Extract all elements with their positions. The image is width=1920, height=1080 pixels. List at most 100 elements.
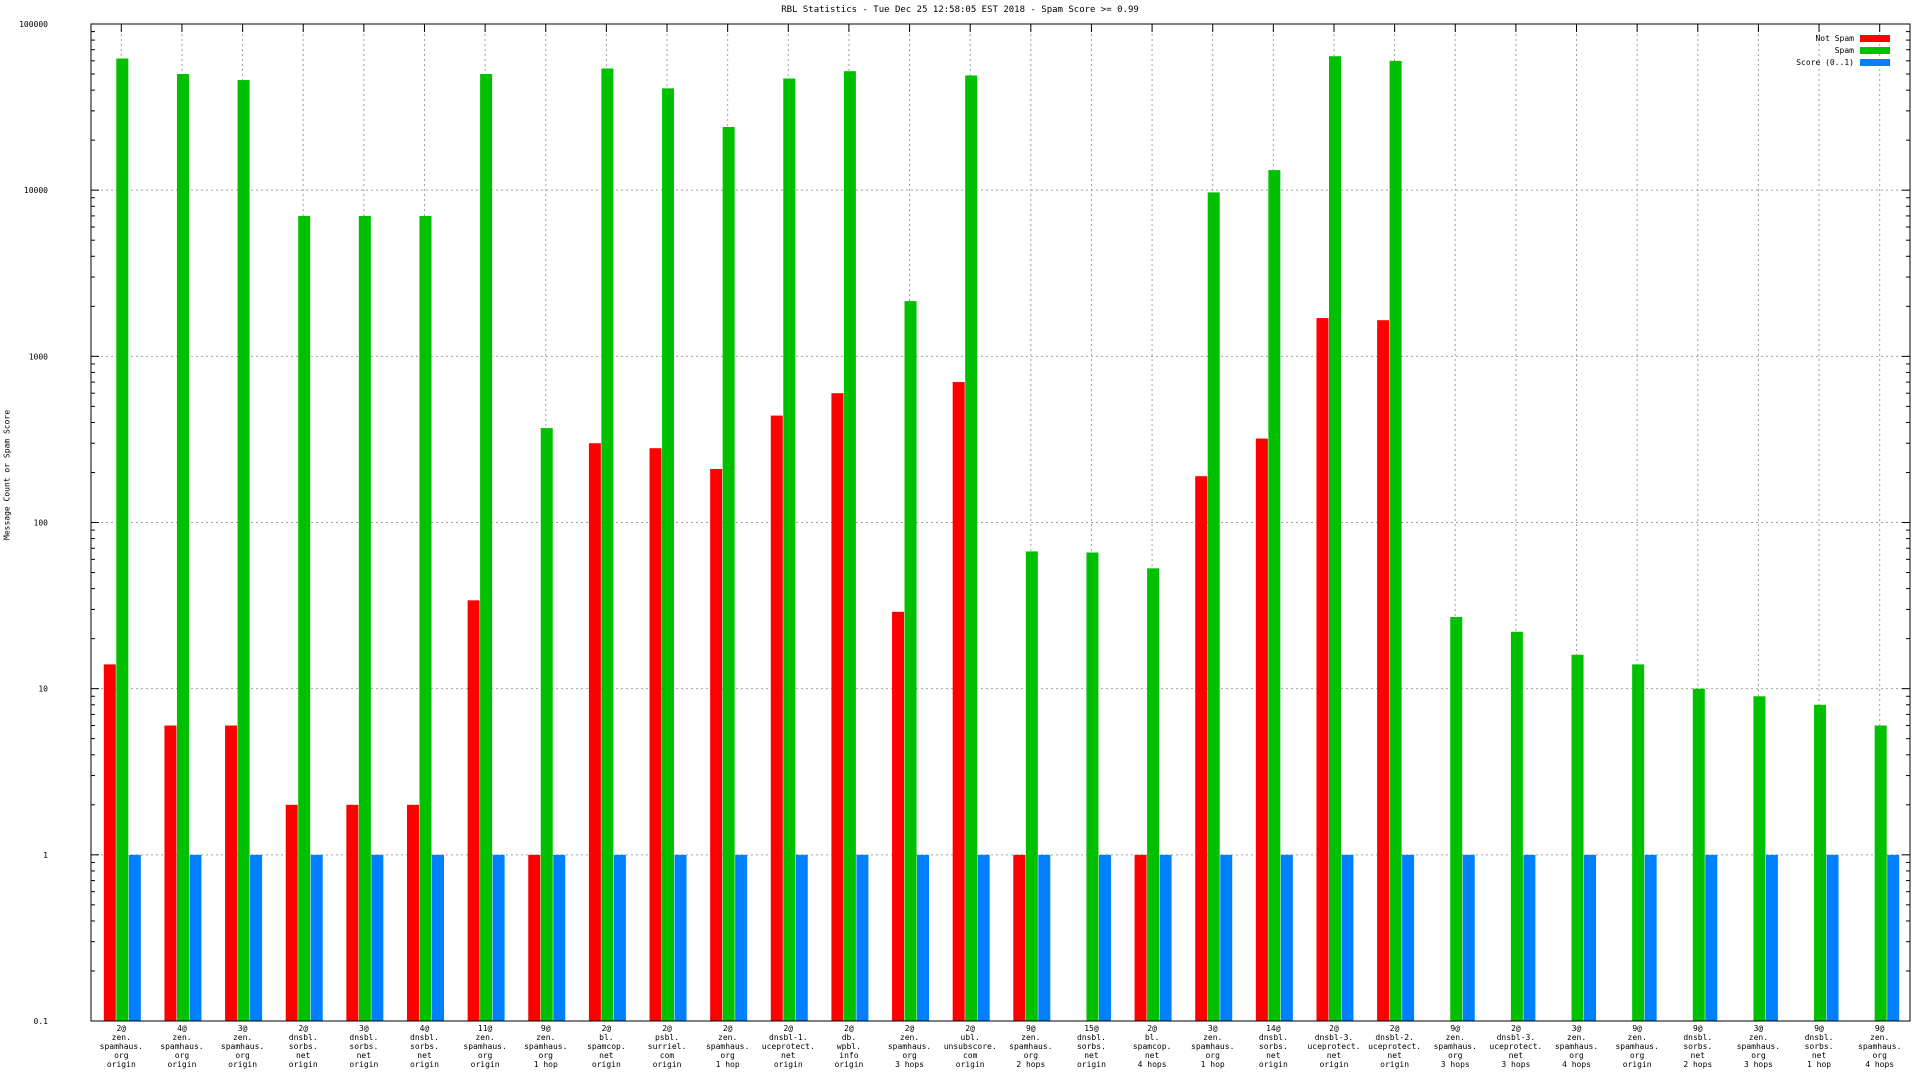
x-tick-label: origin bbox=[228, 1060, 257, 1069]
bar-not-spam bbox=[1013, 854, 1026, 1021]
bar-spam bbox=[1328, 56, 1341, 1022]
x-tick-label: net bbox=[296, 1051, 311, 1060]
x-tick-label: 2@ bbox=[298, 1024, 308, 1033]
x-tick-label: uceprotect. bbox=[1368, 1042, 1421, 1051]
x-tick-label: 2@ bbox=[965, 1024, 975, 1033]
bar-score-0-1 bbox=[128, 854, 141, 1021]
x-tick-label: origin bbox=[653, 1060, 682, 1069]
bar-score-0-1 bbox=[917, 854, 930, 1021]
bar-spam bbox=[176, 74, 189, 1022]
x-tick-label: sorbs. bbox=[1259, 1042, 1288, 1051]
x-tick-label: spamhaus. bbox=[100, 1042, 143, 1051]
bar-score-0-1 bbox=[1584, 854, 1597, 1021]
x-tick-label: uceprotect. bbox=[1307, 1042, 1360, 1051]
y-tick-label: 10 bbox=[38, 685, 48, 694]
bar-spam bbox=[1814, 704, 1827, 1021]
x-tick-label: zen. bbox=[233, 1033, 252, 1042]
x-tick-label: 2@ bbox=[1511, 1024, 1521, 1033]
x-tick-label: 9@ bbox=[1875, 1024, 1885, 1033]
x-tick-label: org bbox=[539, 1051, 554, 1060]
bar-score-0-1 bbox=[1280, 854, 1293, 1021]
x-tick-label: net bbox=[417, 1051, 432, 1060]
x-tick-label: net bbox=[1266, 1051, 1281, 1060]
bar-score-0-1 bbox=[977, 854, 990, 1021]
x-tick-label: dnsbl. bbox=[349, 1033, 378, 1042]
x-tick-label: 1 hop bbox=[534, 1060, 558, 1069]
x-tick-label: psbl. bbox=[655, 1033, 679, 1042]
chart-title: RBL Statistics - Tue Dec 25 12:58:05 EST… bbox=[781, 5, 1139, 15]
x-tick-label: spamhaus. bbox=[1858, 1042, 1901, 1051]
bar-spam bbox=[1450, 616, 1463, 1021]
x-tick-label: dnsbl. bbox=[1805, 1033, 1834, 1042]
bar-score-0-1 bbox=[613, 854, 626, 1021]
bar-spam bbox=[1874, 725, 1887, 1021]
x-tick-label: com bbox=[963, 1051, 978, 1060]
bar-not-spam bbox=[1195, 476, 1208, 1022]
bar-not-spam bbox=[467, 600, 480, 1021]
x-tick-label: uceprotect. bbox=[762, 1042, 815, 1051]
x-tick-label: bl. bbox=[1145, 1033, 1159, 1042]
x-tick-label: uceprotect. bbox=[1489, 1042, 1542, 1051]
bar-spam bbox=[540, 428, 553, 1021]
x-tick-label: org bbox=[114, 1051, 129, 1060]
x-tick-label: zen. bbox=[718, 1033, 737, 1042]
x-tick-label: origin bbox=[834, 1060, 863, 1069]
y-tick-label: 100 bbox=[34, 519, 49, 528]
x-tick-label: 4@ bbox=[177, 1024, 187, 1033]
bar-score-0-1 bbox=[250, 854, 263, 1021]
bar-score-0-1 bbox=[795, 854, 808, 1021]
x-tick-label: dnsbl. bbox=[1683, 1033, 1712, 1042]
bar-score-0-1 bbox=[735, 854, 748, 1021]
x-tick-label: net bbox=[1145, 1051, 1160, 1060]
x-tick-label: sorbs. bbox=[1683, 1042, 1712, 1051]
x-tick-label: 9@ bbox=[1814, 1024, 1824, 1033]
x-tick-label: 2@ bbox=[116, 1024, 126, 1033]
x-tick-label: dnsbl-3. bbox=[1497, 1033, 1536, 1042]
x-tick-label: dnsbl. bbox=[289, 1033, 318, 1042]
x-tick-label: 11@ bbox=[478, 1024, 493, 1033]
x-tick-label: zen. bbox=[1749, 1033, 1768, 1042]
x-tick-label: 9@ bbox=[1026, 1024, 1036, 1033]
bar-not-spam bbox=[346, 804, 359, 1021]
bar-score-0-1 bbox=[1402, 854, 1415, 1021]
bar-not-spam bbox=[406, 804, 419, 1021]
x-tick-label: zen. bbox=[112, 1033, 131, 1042]
bar-score-0-1 bbox=[310, 854, 323, 1021]
x-tick-label: spamhaus. bbox=[463, 1042, 506, 1051]
bar-spam bbox=[1389, 60, 1402, 1021]
x-tick-label: 14@ bbox=[1266, 1024, 1281, 1033]
bar-score-0-1 bbox=[189, 854, 202, 1021]
bar-spam bbox=[1147, 568, 1160, 1021]
x-tick-label: spamcop. bbox=[587, 1042, 626, 1051]
x-tick-label: zen. bbox=[536, 1033, 555, 1042]
x-tick-label: dnsbl-3. bbox=[1315, 1033, 1354, 1042]
x-tick-label: spamhaus. bbox=[1434, 1042, 1477, 1051]
y-tick-label: 100000 bbox=[19, 20, 48, 29]
x-tick-label: org bbox=[1569, 1051, 1584, 1060]
x-tick-label: zen. bbox=[1021, 1033, 1040, 1042]
bar-score-0-1 bbox=[1341, 854, 1354, 1021]
x-tick-label: 4 hops bbox=[1138, 1060, 1167, 1069]
x-tick-label: info bbox=[839, 1051, 858, 1060]
bar-spam bbox=[1753, 696, 1766, 1021]
bar-spam bbox=[480, 74, 493, 1022]
bar-spam bbox=[1025, 551, 1038, 1021]
x-tick-label: org bbox=[235, 1051, 250, 1060]
x-tick-label: 3 hops bbox=[1744, 1060, 1773, 1069]
x-tick-label: origin bbox=[1259, 1060, 1288, 1069]
x-tick-label: zen. bbox=[172, 1033, 191, 1042]
legend-swatch bbox=[1860, 35, 1890, 42]
x-tick-label: 2@ bbox=[844, 1024, 854, 1033]
y-tick-label: 1000 bbox=[29, 352, 48, 361]
x-tick-label: spamcop. bbox=[1133, 1042, 1172, 1051]
x-tick-label: 4 hops bbox=[1562, 1060, 1591, 1069]
bar-spam bbox=[783, 78, 796, 1022]
x-tick-label: org bbox=[902, 1051, 917, 1060]
x-tick-label: origin bbox=[1320, 1060, 1349, 1069]
bar-spam bbox=[843, 71, 856, 1021]
x-tick-label: 3@ bbox=[1572, 1024, 1582, 1033]
x-tick-label: 9@ bbox=[1450, 1024, 1460, 1033]
bar-not-spam bbox=[952, 382, 965, 1021]
x-tick-label: zen. bbox=[475, 1033, 494, 1042]
bar-score-0-1 bbox=[431, 854, 444, 1021]
